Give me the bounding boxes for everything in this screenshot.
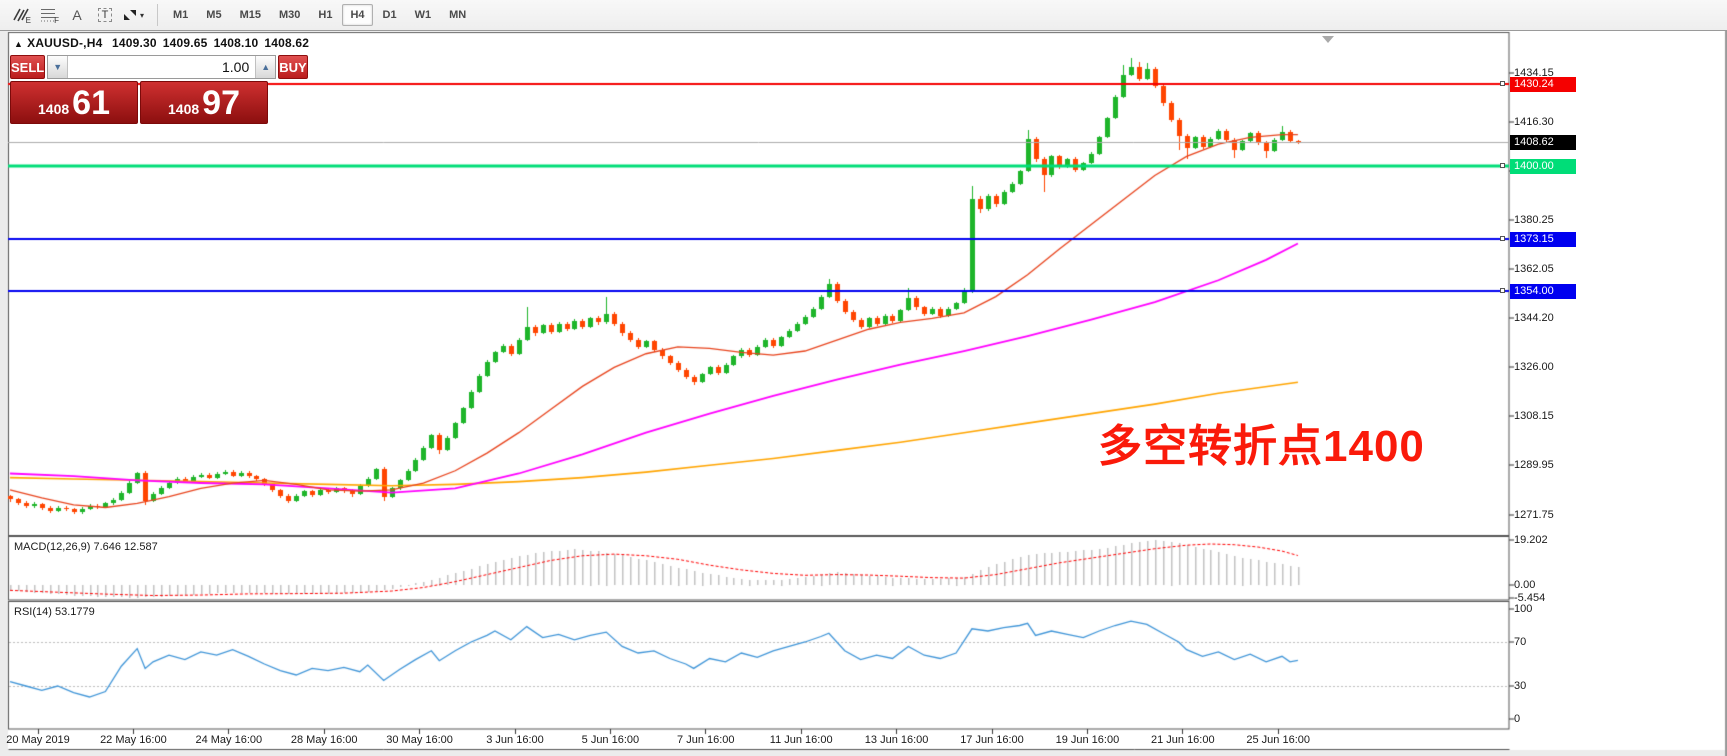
current-price-tag: 1408.62 — [1510, 135, 1576, 151]
price-chart-canvas[interactable] — [0, 31, 1727, 756]
ohlc-open: 1409.30 — [112, 36, 157, 50]
buy-price-panel[interactable]: 1408 97 — [140, 81, 268, 124]
timeframe-button-m30[interactable]: M30 — [278, 9, 301, 21]
pane-separator-rsi[interactable] — [8, 598, 1509, 602]
pivot-line-tag: 1400.00 — [1510, 158, 1576, 174]
price-tick-label: 1434.15 — [1514, 67, 1554, 79]
rsi-tick-label: 30 — [1514, 680, 1527, 692]
macd-tick-label: 0.00 — [1514, 579, 1536, 592]
cycle-tool-icon — [123, 10, 136, 20]
grid-tool-icon — [41, 9, 55, 22]
macd-tick-label: -5.454 — [1514, 592, 1546, 604]
time-label: 20 May 2019 — [6, 734, 70, 746]
hline-anchor[interactable] — [1500, 236, 1505, 242]
buy-button[interactable]: BUY — [278, 55, 308, 79]
timeframe-button-h4[interactable]: H4 — [342, 4, 373, 26]
macd-label: MACD(12,26,9) 7.646 12.587 — [14, 541, 158, 553]
price-tick-label: 1289.95 — [1514, 459, 1554, 472]
ohlc-high: 1409.65 — [162, 36, 208, 50]
timeframe-button-m5[interactable]: M5 — [206, 9, 222, 21]
annotation-text: 多空转折点1400 — [1098, 422, 1425, 471]
time-label: 25 Jun 16:00 — [1246, 734, 1310, 746]
pane-separator-macd[interactable] — [8, 533, 1509, 537]
volume-stepper: ▼ ▲ — [47, 55, 277, 79]
pattern-tool-label: E — [25, 16, 31, 25]
pattern-tool-button[interactable]: E — [8, 3, 34, 27]
time-label: 22 May 16:00 — [100, 734, 167, 746]
volume-input[interactable] — [68, 56, 256, 78]
timeframe-button-mn[interactable]: MN — [449, 9, 467, 21]
rsi-tick-label: 70 — [1514, 636, 1527, 648]
support-line-tag-1: 1373.15 — [1510, 232, 1576, 248]
sell-price-panel[interactable]: 1408 61 — [10, 81, 138, 124]
time-label: 7 Jun 16:00 — [677, 734, 735, 746]
hline-anchor[interactable] — [1500, 162, 1505, 168]
ohlc-close: 1408.62 — [264, 36, 310, 50]
price-tick-label: 1416.30 — [1514, 115, 1554, 128]
label-tool-icon: T — [97, 8, 113, 22]
volume-decrease-button[interactable]: ▼ — [48, 56, 69, 78]
symbol-ohlc-line[interactable]: ▲ XAUUSD-,H4 1409.30 1409.65 1408.10 1408.62 — [14, 36, 315, 50]
macd-tick-label: 19.202 — [1514, 534, 1548, 546]
time-label: 13 Jun 16:00 — [864, 734, 929, 746]
hline-anchor[interactable] — [1500, 80, 1505, 86]
volume-increase-button[interactable]: ▲ — [255, 56, 276, 78]
ohlc-low: 1408.10 — [213, 36, 259, 50]
timeframe-button-m15[interactable]: M15 — [239, 9, 261, 21]
timeframe-button-w1[interactable]: W1 — [414, 9, 432, 21]
rsi-label: RSI(14) 53.1779 — [14, 606, 95, 618]
price-tick-label: 1326.00 — [1514, 361, 1554, 374]
time-label: 17 Jun 16:00 — [960, 734, 1024, 746]
grid-tool-label: F — [54, 16, 59, 25]
toolbar-separator — [157, 4, 158, 26]
toolbar: E F A T ▾ M1 M5 M15 M30 H1 H4 D1 W — [0, 0, 1727, 31]
pattern-tool-icon — [13, 8, 29, 22]
support-line-tag-2: 1354.00 — [1510, 284, 1576, 300]
buy-price-small: 1408 — [168, 101, 200, 117]
price-tick-label: 1308.15 — [1514, 409, 1554, 422]
timeframe-button-h1[interactable]: H1 — [318, 9, 333, 21]
time-label: 3 Jun 16:00 — [486, 734, 544, 746]
chart-shift-marker[interactable] — [1322, 36, 1334, 43]
hline-anchor[interactable] — [1500, 288, 1505, 294]
text-tool-button[interactable]: A — [64, 3, 90, 27]
rsi-tick-label: 0 — [1514, 713, 1521, 725]
buy-price-big: 97 — [202, 84, 240, 122]
timeframe-button-d1[interactable]: D1 — [382, 9, 397, 21]
time-label: 5 Jun 16:00 — [581, 734, 640, 746]
price-tick-label: 1362.05 — [1514, 263, 1554, 276]
timeframe-button-group: M1 M5 M15 M30 H1 H4 D1 W1 MN — [164, 4, 475, 26]
collapse-arrow-icon: ▲ — [14, 39, 24, 49]
time-label: 24 May 16:00 — [195, 734, 263, 746]
rsi-tick-label: 100 — [1514, 603, 1533, 615]
chevron-down-icon: ▾ — [139, 10, 144, 20]
time-label: 28 May 16:00 — [290, 734, 358, 746]
time-label: 30 May 16:00 — [386, 734, 453, 746]
grid-tool-button[interactable]: F — [36, 3, 62, 27]
price-tick-label: 1344.20 — [1514, 311, 1554, 324]
sell-price-small: 1408 — [38, 101, 70, 117]
price-tick-label: 1380.25 — [1514, 213, 1554, 226]
sell-price-big: 61 — [72, 84, 110, 122]
time-label: 21 Jun 16:00 — [1150, 734, 1215, 746]
time-label: 11 Jun 16:00 — [769, 734, 833, 746]
timeframe-button-m1[interactable]: M1 — [173, 9, 189, 21]
sell-button[interactable]: SELL — [10, 55, 46, 79]
symbol-name: XAUUSD-,H4 — [27, 36, 103, 50]
cycle-tool-button[interactable]: ▾ — [120, 3, 146, 27]
time-label: 19 Jun 16:00 — [1055, 734, 1120, 746]
label-tool-button[interactable]: T — [92, 3, 118, 27]
text-tool-icon: A — [72, 7, 82, 23]
one-click-trade-panel: SELL ▼ ▲ BUY 1408 61 1408 97 — [10, 55, 308, 124]
price-tick-label: 1271.75 — [1514, 509, 1554, 521]
resistance-line-tag: 1430.24 — [1510, 76, 1576, 92]
